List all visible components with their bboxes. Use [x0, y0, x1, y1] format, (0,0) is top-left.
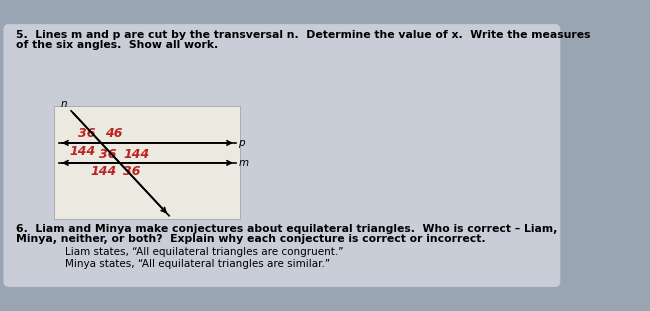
Text: 36: 36: [124, 165, 140, 178]
Text: m: m: [239, 158, 249, 168]
Text: n: n: [61, 99, 68, 109]
Bar: [54, 106, 240, 219]
FancyBboxPatch shape: [3, 24, 560, 287]
Text: Minya states, “All equilateral triangles are similar.”: Minya states, “All equilateral triangles…: [65, 259, 330, 269]
Text: 144: 144: [124, 148, 150, 161]
Text: 144: 144: [90, 165, 116, 178]
Text: of the six angles.  Show all work.: of the six angles. Show all work.: [16, 40, 218, 50]
Text: Minya, neither, or both?  Explain why each conjecture is correct or incorrect.: Minya, neither, or both? Explain why eac…: [16, 234, 486, 244]
Text: 46: 46: [105, 127, 122, 140]
Text: Liam states, “All equilateral triangles are congruent.”: Liam states, “All equilateral triangles …: [65, 247, 344, 257]
Text: 5.  Lines m and p are cut by the transversal n.  Determine the value of x.  Writ: 5. Lines m and p are cut by the transver…: [16, 30, 590, 40]
Text: 36: 36: [99, 148, 116, 161]
Text: 144: 144: [70, 145, 96, 158]
Text: 6.  Liam and Minya make conjectures about equilateral triangles.  Who is correct: 6. Liam and Minya make conjectures about…: [16, 225, 557, 234]
Text: 36: 36: [79, 127, 96, 140]
Text: p: p: [239, 138, 245, 148]
